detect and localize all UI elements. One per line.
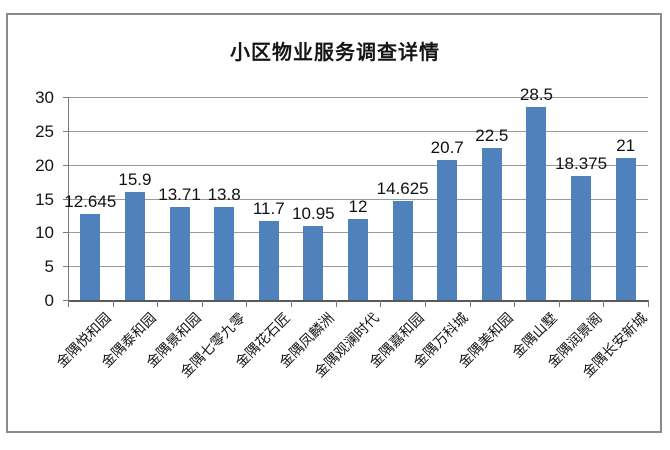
y-axis-tick bbox=[63, 232, 68, 234]
chart-frame bbox=[6, 13, 662, 433]
y-axis-tick-label: 15 bbox=[35, 189, 54, 209]
value-label: 10.95 bbox=[292, 203, 335, 223]
chart-title: 小区物业服务调查详情 bbox=[230, 42, 440, 64]
value-label: 20.7 bbox=[430, 137, 464, 157]
x-axis-tick bbox=[514, 300, 516, 307]
value-label: 28.5 bbox=[519, 85, 553, 105]
value-label: 18.375 bbox=[555, 153, 608, 173]
x-axis-tick bbox=[157, 300, 159, 307]
value-label: 14.625 bbox=[376, 179, 429, 199]
value-label: 12 bbox=[348, 196, 368, 216]
y-axis-tick-label: 25 bbox=[35, 121, 54, 141]
bar bbox=[348, 218, 368, 300]
x-axis-tick bbox=[68, 300, 69, 307]
x-axis-tick bbox=[469, 300, 471, 307]
x-axis-tick bbox=[558, 300, 560, 307]
bar bbox=[437, 159, 458, 300]
y-axis-tick bbox=[63, 164, 68, 166]
gridline bbox=[68, 164, 648, 166]
bar bbox=[392, 201, 413, 300]
x-axis-tick bbox=[648, 300, 649, 307]
y-axis-tick-label: 0 bbox=[44, 291, 54, 310]
value-label: 11.7 bbox=[252, 198, 285, 218]
y-axis-tick bbox=[63, 266, 68, 268]
value-label: 15.9 bbox=[118, 170, 152, 190]
gridline bbox=[68, 130, 648, 132]
y-axis-tick-label: 5 bbox=[44, 257, 54, 277]
y-axis-tick bbox=[63, 198, 68, 200]
gridline bbox=[68, 97, 648, 98]
value-label: 12.645 bbox=[64, 192, 117, 212]
y-axis-tick-label: 30 bbox=[35, 88, 54, 107]
y-axis-tick bbox=[63, 300, 68, 301]
bar bbox=[258, 220, 279, 300]
bar bbox=[124, 192, 145, 300]
bar bbox=[615, 157, 636, 300]
x-axis-tick bbox=[603, 300, 605, 307]
bar bbox=[481, 147, 502, 300]
x-axis-tick bbox=[246, 300, 248, 307]
bar bbox=[571, 175, 592, 300]
y-axis-tick-label: 20 bbox=[35, 155, 54, 175]
bar bbox=[169, 207, 190, 300]
value-label: 13.8 bbox=[207, 184, 241, 204]
bar bbox=[214, 206, 235, 300]
x-axis-tick bbox=[291, 300, 293, 307]
x-axis-tick bbox=[380, 300, 382, 307]
x-axis-tick bbox=[335, 300, 337, 307]
value-label: 21 bbox=[616, 135, 636, 155]
x-axis bbox=[68, 300, 649, 302]
x-axis-tick bbox=[201, 300, 203, 307]
x-axis-tick bbox=[112, 300, 114, 307]
bar bbox=[80, 214, 101, 300]
y-axis bbox=[68, 97, 69, 300]
x-axis-tick bbox=[424, 300, 426, 307]
y-axis-tick bbox=[63, 97, 68, 98]
gridline bbox=[68, 198, 648, 200]
y-axis-tick-label: 10 bbox=[35, 223, 54, 243]
bar bbox=[303, 225, 324, 300]
value-label: 13.71 bbox=[158, 185, 201, 205]
value-label: 22.5 bbox=[475, 125, 509, 145]
bar bbox=[526, 107, 547, 300]
y-axis-tick bbox=[63, 130, 68, 132]
